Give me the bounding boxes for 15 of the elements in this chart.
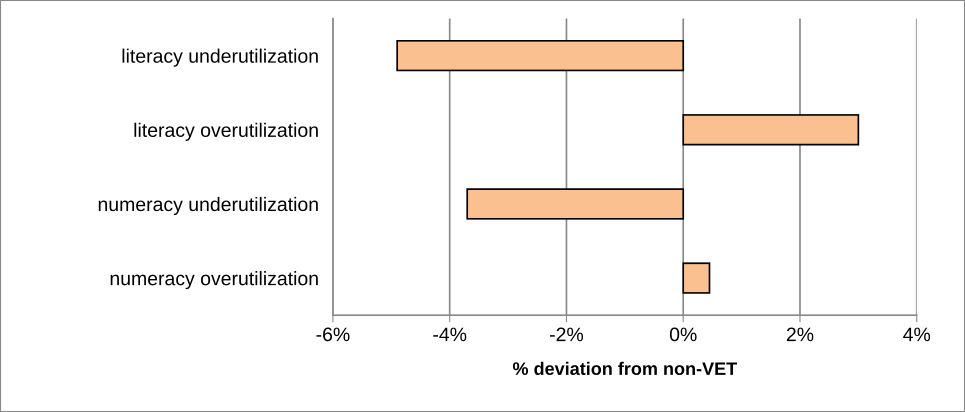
x-tick-label: -6% [316, 328, 350, 342]
x-tick-label: 0% [670, 328, 697, 342]
bar [396, 40, 684, 72]
x-tick-label: -4% [433, 328, 466, 342]
bar [466, 188, 684, 220]
y-tick-label: literacy overutilization [134, 122, 318, 141]
bar [682, 114, 860, 146]
y-tick-label: numeracy overutilization [110, 271, 318, 290]
y-tick-label: numeracy underutilization [98, 196, 318, 216]
x-tick-label: 4% [903, 328, 930, 342]
x-axis-title: % deviation from non-VET [512, 362, 737, 376]
y-tick-label: literacy underutilization [122, 48, 318, 67]
x-tick-label: 2% [786, 328, 814, 342]
x-tick-label: -2% [550, 328, 584, 342]
bar [682, 262, 710, 294]
